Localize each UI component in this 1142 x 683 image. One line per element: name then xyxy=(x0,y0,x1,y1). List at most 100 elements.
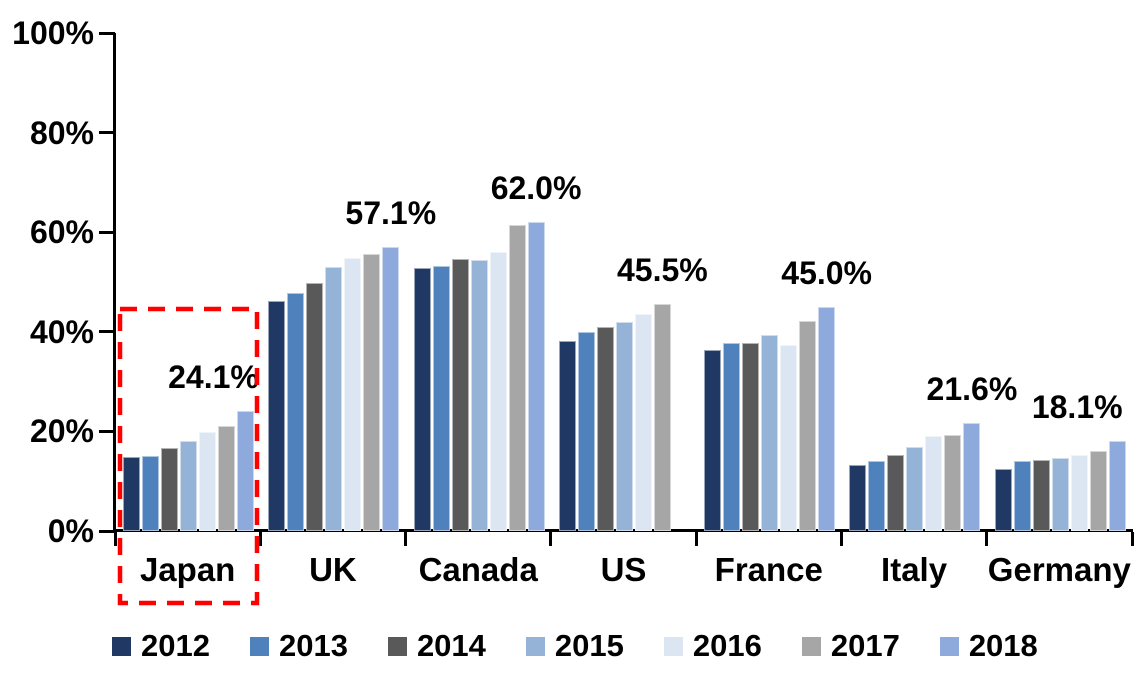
bar-group-italy xyxy=(841,33,986,531)
legend-item-2018: 2018 xyxy=(939,628,1038,664)
legend-label: 2015 xyxy=(554,628,624,663)
data-label-france: 45.0% xyxy=(781,254,873,291)
bar-2012-italy xyxy=(849,464,867,531)
legend-item-2015: 2015 xyxy=(525,628,624,664)
bar-2018-canada xyxy=(527,222,545,531)
x-tick xyxy=(113,532,117,546)
bar-2014-us xyxy=(596,327,614,531)
y-tick xyxy=(99,31,115,35)
legend-label: 2012 xyxy=(141,628,210,663)
y-tick xyxy=(99,429,115,433)
legend-swatch-2014 xyxy=(387,636,407,656)
legend-label: 2014 xyxy=(416,628,486,663)
legend-swatch-2012 xyxy=(112,636,131,656)
y-tick xyxy=(99,230,115,234)
data-label-us: 45.5% xyxy=(616,252,708,289)
bar-2017-germany xyxy=(1089,451,1107,531)
bar-group-germany xyxy=(987,33,1132,531)
legend-swatch-2013 xyxy=(249,636,269,656)
bar-2018-france xyxy=(818,306,836,531)
category-label-uk: UK xyxy=(309,551,357,588)
legend-item-2016: 2016 xyxy=(663,628,762,664)
bar-2014-japan xyxy=(161,447,178,531)
category-label-germany: Germany xyxy=(987,551,1131,588)
legend-swatch-2018 xyxy=(939,636,959,656)
x-tick xyxy=(1130,532,1134,546)
y-axis-tick-label: 0% xyxy=(47,513,94,549)
bar-2017-canada xyxy=(508,225,526,531)
x-tick xyxy=(258,532,262,546)
x-tick xyxy=(694,532,698,546)
bar-2014-italy xyxy=(887,454,905,531)
data-label-uk: 57.1% xyxy=(345,194,437,231)
legend-item-2013: 2013 xyxy=(249,628,348,664)
bar-2012-uk xyxy=(268,300,286,531)
bar-2012-us xyxy=(558,340,576,531)
bar-2013-france xyxy=(723,343,741,531)
chart-legend: 2012 2013 2014 2015 2016 2017 2018 xyxy=(112,628,1038,664)
data-label-italy: 21.6% xyxy=(926,371,1018,408)
y-tick xyxy=(99,131,115,135)
bar-2018-japan xyxy=(237,410,254,531)
bar-2015-japan xyxy=(180,441,197,531)
bar-2017-uk xyxy=(363,254,381,531)
bar-2012-canada xyxy=(413,268,431,531)
bar-2016-italy xyxy=(925,436,943,531)
data-label-germany: 18.1% xyxy=(1031,388,1123,425)
x-tick xyxy=(985,532,989,546)
y-tick xyxy=(99,330,115,334)
legend-label: 2016 xyxy=(692,628,762,663)
bar-group-france xyxy=(696,33,841,531)
bar-2016-france xyxy=(780,345,798,531)
data-label-japan: 24.1% xyxy=(168,358,259,395)
bar-2012-germany xyxy=(994,468,1012,531)
bar-2013-germany xyxy=(1013,461,1031,531)
bar-2017-us xyxy=(653,304,671,531)
bar-2015-us xyxy=(615,321,633,531)
bar-2016-uk xyxy=(344,258,362,531)
bar-2013-canada xyxy=(432,266,450,531)
bar-2014-canada xyxy=(451,259,469,531)
legend-label: 2018 xyxy=(968,628,1038,663)
bar-2018-uk xyxy=(382,246,400,531)
legend-swatch-2016 xyxy=(663,636,683,656)
category-label-france: France xyxy=(714,551,823,588)
bar-2013-italy xyxy=(868,461,886,531)
bar-2013-japan xyxy=(142,456,159,531)
bar-2012-japan xyxy=(123,457,140,531)
category-label-canada: Canada xyxy=(418,551,538,588)
x-tick xyxy=(404,532,408,546)
bar-group-us xyxy=(551,33,696,531)
bar-2013-us xyxy=(577,331,595,531)
bar-2014-germany xyxy=(1032,459,1050,531)
legend-item-2012: 2012 xyxy=(112,628,210,664)
bar-2016-canada xyxy=(489,252,507,531)
bar-2015-uk xyxy=(325,267,343,531)
bar-2015-germany xyxy=(1051,457,1069,531)
x-tick xyxy=(839,532,843,546)
y-axis-line xyxy=(113,33,116,531)
y-axis-tick-label: 60% xyxy=(29,214,94,251)
bar-2015-italy xyxy=(906,447,924,531)
bar-group-japan xyxy=(115,33,260,531)
y-tick xyxy=(99,529,115,533)
legend-swatch-2017 xyxy=(801,636,821,656)
y-axis-tick-label: 80% xyxy=(29,114,94,151)
bar-2015-france xyxy=(761,335,779,531)
data-label-canada: 62.0% xyxy=(490,170,582,207)
bar-group-uk xyxy=(260,33,405,531)
bar-2017-france xyxy=(799,320,817,531)
y-axis-tick-label: 20% xyxy=(29,413,94,450)
bar-2014-france xyxy=(742,342,760,531)
legend-label: 2017 xyxy=(830,628,900,663)
y-axis-tick-label: 40% xyxy=(29,313,94,350)
x-tick xyxy=(549,532,553,546)
legend-item-2014: 2014 xyxy=(387,628,486,664)
bar-group-canada xyxy=(406,33,551,531)
category-label-japan: Japan xyxy=(139,551,236,588)
bar-2017-japan xyxy=(218,426,235,531)
bar-2015-canada xyxy=(470,260,488,531)
bar-2018-germany xyxy=(1108,440,1126,531)
bar-2016-germany xyxy=(1070,454,1088,531)
